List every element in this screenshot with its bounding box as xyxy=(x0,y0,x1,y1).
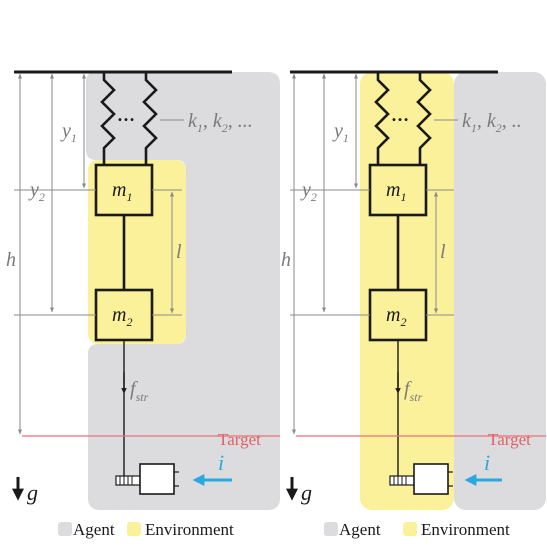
target-label: Target xyxy=(488,430,531,449)
spring-dots: … xyxy=(391,105,409,125)
y2-label: y2 xyxy=(28,179,45,204)
spring-right xyxy=(416,72,432,164)
legend-left: Agent Environment xyxy=(58,520,234,539)
string-force-label: fstr xyxy=(130,378,149,404)
spring-constants-label: k1, k2, .. xyxy=(462,110,522,135)
gravity-label: g xyxy=(301,480,312,505)
mass-1-label: m1 xyxy=(386,179,406,204)
spring-constants-label: k1, k2, ... xyxy=(188,110,253,135)
legend-agent-label: Agent xyxy=(73,520,115,539)
current-label: i xyxy=(484,450,490,475)
y2-label: y2 xyxy=(300,179,317,204)
panel-right: … k1, k2, .. m1 m2 fstr y1 y2 h l Target xyxy=(281,70,546,510)
mass-1-label: m1 xyxy=(112,179,132,204)
h-label: h xyxy=(6,249,16,271)
dimension-lines xyxy=(290,73,454,435)
panel-left: … k1, k2, ... m1 m2 fstr y1 y2 h l xyxy=(6,70,280,510)
l-label: l xyxy=(440,241,446,263)
legend-environment-swatch xyxy=(403,522,417,536)
legend-agent-swatch xyxy=(58,522,72,536)
legend-agent-swatch xyxy=(324,522,338,536)
dimension-lines xyxy=(14,73,182,435)
string-force-label: fstr xyxy=(404,378,423,404)
spring-left xyxy=(100,72,116,164)
spring-left xyxy=(374,72,390,164)
y1-label: y1 xyxy=(60,120,77,145)
spring-right xyxy=(142,72,158,164)
environment-region xyxy=(88,160,186,344)
agent-region xyxy=(454,72,546,510)
legend-right: Agent Environment xyxy=(324,520,510,539)
target-label: Target xyxy=(218,430,261,449)
agent-region-top xyxy=(86,72,280,510)
h-label: h xyxy=(281,249,291,271)
legend-environment-label: Environment xyxy=(421,520,510,539)
gravity-label: g xyxy=(27,480,38,505)
legend-environment-label: Environment xyxy=(145,520,234,539)
motor xyxy=(389,463,453,495)
spring-dots: … xyxy=(117,105,135,125)
motor xyxy=(115,463,179,495)
legend-agent-label: Agent xyxy=(339,520,381,539)
mass-2-label: m2 xyxy=(112,304,132,329)
mass-2-label: m2 xyxy=(386,304,406,329)
legend-environment-swatch xyxy=(127,522,141,536)
current-label: i xyxy=(218,450,224,475)
y1-label: y1 xyxy=(332,120,349,145)
l-label: l xyxy=(176,241,182,263)
